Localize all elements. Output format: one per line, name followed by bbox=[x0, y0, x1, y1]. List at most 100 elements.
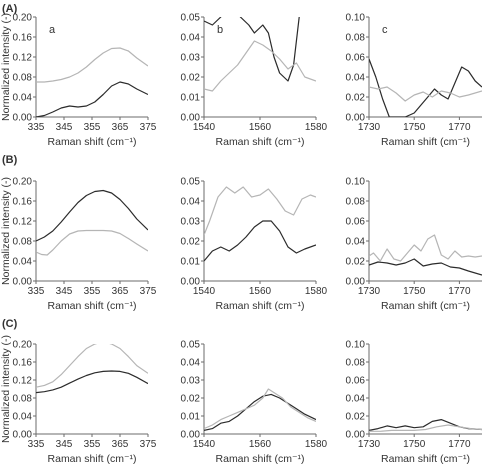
series-line-dark bbox=[204, 17, 300, 82]
y-axis-label: Normalized intensity (-) bbox=[0, 13, 12, 121]
panel-r3c3: 0.00 0.02 0.04 0.06 0.08 0.10 1730 1750 1770 Rama… bbox=[346, 340, 482, 465]
panel-letter-a: a bbox=[49, 24, 56, 36]
series-line-dark bbox=[36, 81, 148, 117]
series-group bbox=[36, 344, 148, 394]
y-tick-label: 0.08 bbox=[13, 237, 33, 248]
y-tick-label: 0.00 bbox=[346, 277, 366, 288]
series-group bbox=[36, 47, 148, 117]
y-tick-label: 0.04 bbox=[13, 93, 33, 104]
x-tick-label: 1730 bbox=[358, 122, 381, 133]
x-tick-label: 355 bbox=[84, 286, 101, 297]
y-tick-label: 0.00 bbox=[13, 113, 33, 124]
x-tick-label: 375 bbox=[140, 439, 157, 450]
y-tick-label: 0.00 bbox=[13, 430, 33, 441]
panel-r1c2: 0.00 0.01 0.02 0.03 0.04 0.05 1540 1560 1580Rama… bbox=[181, 13, 328, 149]
series-group bbox=[369, 234, 482, 276]
x-axis-label: Raman shift (cm⁻¹) bbox=[48, 300, 137, 312]
series-line-dark bbox=[369, 258, 482, 276]
x-axis-label: Raman shift (cm⁻¹) bbox=[216, 300, 305, 312]
y-tick-label: 0.03 bbox=[181, 217, 201, 228]
x-tick-label: 1560 bbox=[249, 439, 272, 450]
panel-r3c2: 0.00 0.01 0.02 0.03 0.04 0.05 1540 1560 1580Rama… bbox=[181, 340, 328, 466]
series-line-dark bbox=[204, 220, 316, 262]
y-tick-label: 0.05 bbox=[181, 177, 201, 188]
series-group bbox=[36, 189, 148, 256]
y-tick-label: 0.04 bbox=[346, 237, 366, 248]
series-group bbox=[204, 186, 316, 262]
row-label-b: (B) bbox=[2, 154, 18, 166]
series-line-light bbox=[204, 186, 316, 236]
y-tick-label: 0.20 bbox=[13, 13, 33, 24]
x-tick-label: 375 bbox=[140, 286, 157, 297]
y-tick-label: 0.10 bbox=[346, 340, 366, 351]
y-tick-label: 0.00 bbox=[13, 277, 33, 288]
x-tick-label: 335 bbox=[28, 286, 45, 297]
y-tick-label: 0.02 bbox=[346, 257, 366, 268]
y-tick-label: 0.02 bbox=[181, 394, 201, 405]
x-tick-label: 345 bbox=[56, 439, 73, 450]
y-tick-label: 0.04 bbox=[346, 73, 366, 84]
y-tick-label: 0.10 bbox=[346, 13, 366, 24]
x-axis-label: Raman shift (cm⁻¹) bbox=[381, 136, 470, 148]
panel-r2c1: 0.00 0.04 0.08 0.12 0.16 0.20 335 345 355 365 375R… bbox=[0, 177, 157, 313]
panel-r2c2: 0.00 0.01 0.02 0.03 0.04 0.05 1540 1560 1580Rama… bbox=[181, 177, 328, 313]
x-axis-label: Raman shift (cm⁻¹) bbox=[381, 300, 470, 312]
panel-r3c1: 0.00 0.04 0.08 0.12 0.16 0.20 335 345 355 365 375R… bbox=[0, 335, 157, 465]
series-line-light bbox=[369, 86, 482, 102]
x-tick-label: 1560 bbox=[249, 122, 272, 133]
y-tick-label: 0.00 bbox=[181, 113, 201, 124]
y-tick-label: 0.00 bbox=[346, 430, 366, 441]
x-axis-label: Raman shift (cm⁻¹) bbox=[48, 453, 137, 465]
x-tick-label: 365 bbox=[112, 122, 129, 133]
series-line-dark bbox=[36, 189, 148, 242]
x-tick-label: 355 bbox=[84, 122, 101, 133]
panel-r1c1: 0.00 0.04 0.08 0.12 0.16 0.20 335 345 355 365 375R… bbox=[0, 13, 157, 149]
x-tick-label: 365 bbox=[112, 286, 129, 297]
x-tick-label: 1580 bbox=[305, 286, 328, 297]
y-axis-label: Normalized intensity (-) bbox=[0, 177, 12, 285]
y-tick-label: 0.00 bbox=[181, 430, 201, 441]
y-tick-label: 0.04 bbox=[181, 33, 201, 44]
y-tick-label: 0.06 bbox=[346, 217, 366, 228]
x-tick-label: 1730 bbox=[358, 439, 381, 450]
series-line-dark bbox=[36, 370, 148, 394]
x-tick-label: 1580 bbox=[305, 122, 328, 133]
x-tick-label: 335 bbox=[28, 122, 45, 133]
panel-letter-c: c bbox=[382, 24, 388, 36]
y-tick-label: 0.10 bbox=[346, 177, 366, 188]
y-tick-label: 0.08 bbox=[346, 358, 366, 369]
y-tick-label: 0.00 bbox=[346, 113, 366, 124]
x-tick-label: 1770 bbox=[448, 439, 471, 450]
series-line-light bbox=[204, 388, 316, 430]
x-tick-label: 1540 bbox=[193, 286, 216, 297]
x-tick-label: 1750 bbox=[403, 122, 426, 133]
y-tick-label: 0.03 bbox=[181, 376, 201, 387]
x-tick-label: 1560 bbox=[249, 286, 272, 297]
y-tick-label: 0.12 bbox=[13, 217, 33, 228]
y-tick-label: 0.16 bbox=[13, 197, 33, 208]
y-tick-label: 0.05 bbox=[181, 13, 201, 24]
series-line-light bbox=[36, 47, 148, 83]
series-line-dark bbox=[369, 58, 482, 117]
series-group bbox=[369, 58, 482, 117]
y-tick-label: 0.06 bbox=[346, 376, 366, 387]
x-axis-label: Raman shift (cm⁻¹) bbox=[216, 453, 305, 465]
y-tick-label: 0.02 bbox=[181, 237, 201, 248]
panel-r2c3: 0.00 0.02 0.04 0.06 0.08 0.10 1730 1750 1770 Rama… bbox=[346, 177, 482, 312]
series-line-light bbox=[369, 424, 482, 432]
x-tick-label: 375 bbox=[140, 122, 157, 133]
x-tick-label: 1580 bbox=[305, 439, 328, 450]
x-tick-label: 1540 bbox=[193, 439, 216, 450]
panel-r1c3: 0.00 0.02 0.04 0.06 0.08 0.10 1730 1750 1770 Rama… bbox=[346, 13, 482, 148]
y-tick-label: 0.00 bbox=[181, 277, 201, 288]
series-line-dark bbox=[204, 393, 316, 431]
y-tick-label: 0.01 bbox=[181, 93, 201, 104]
row-label-a: (A) bbox=[2, 3, 18, 15]
y-tick-label: 0.08 bbox=[13, 394, 33, 405]
x-tick-label: 1730 bbox=[358, 286, 381, 297]
x-tick-label: 1750 bbox=[403, 286, 426, 297]
y-tick-label: 0.04 bbox=[13, 412, 33, 423]
y-tick-label: 0.08 bbox=[346, 197, 366, 208]
y-tick-label: 0.16 bbox=[13, 33, 33, 44]
